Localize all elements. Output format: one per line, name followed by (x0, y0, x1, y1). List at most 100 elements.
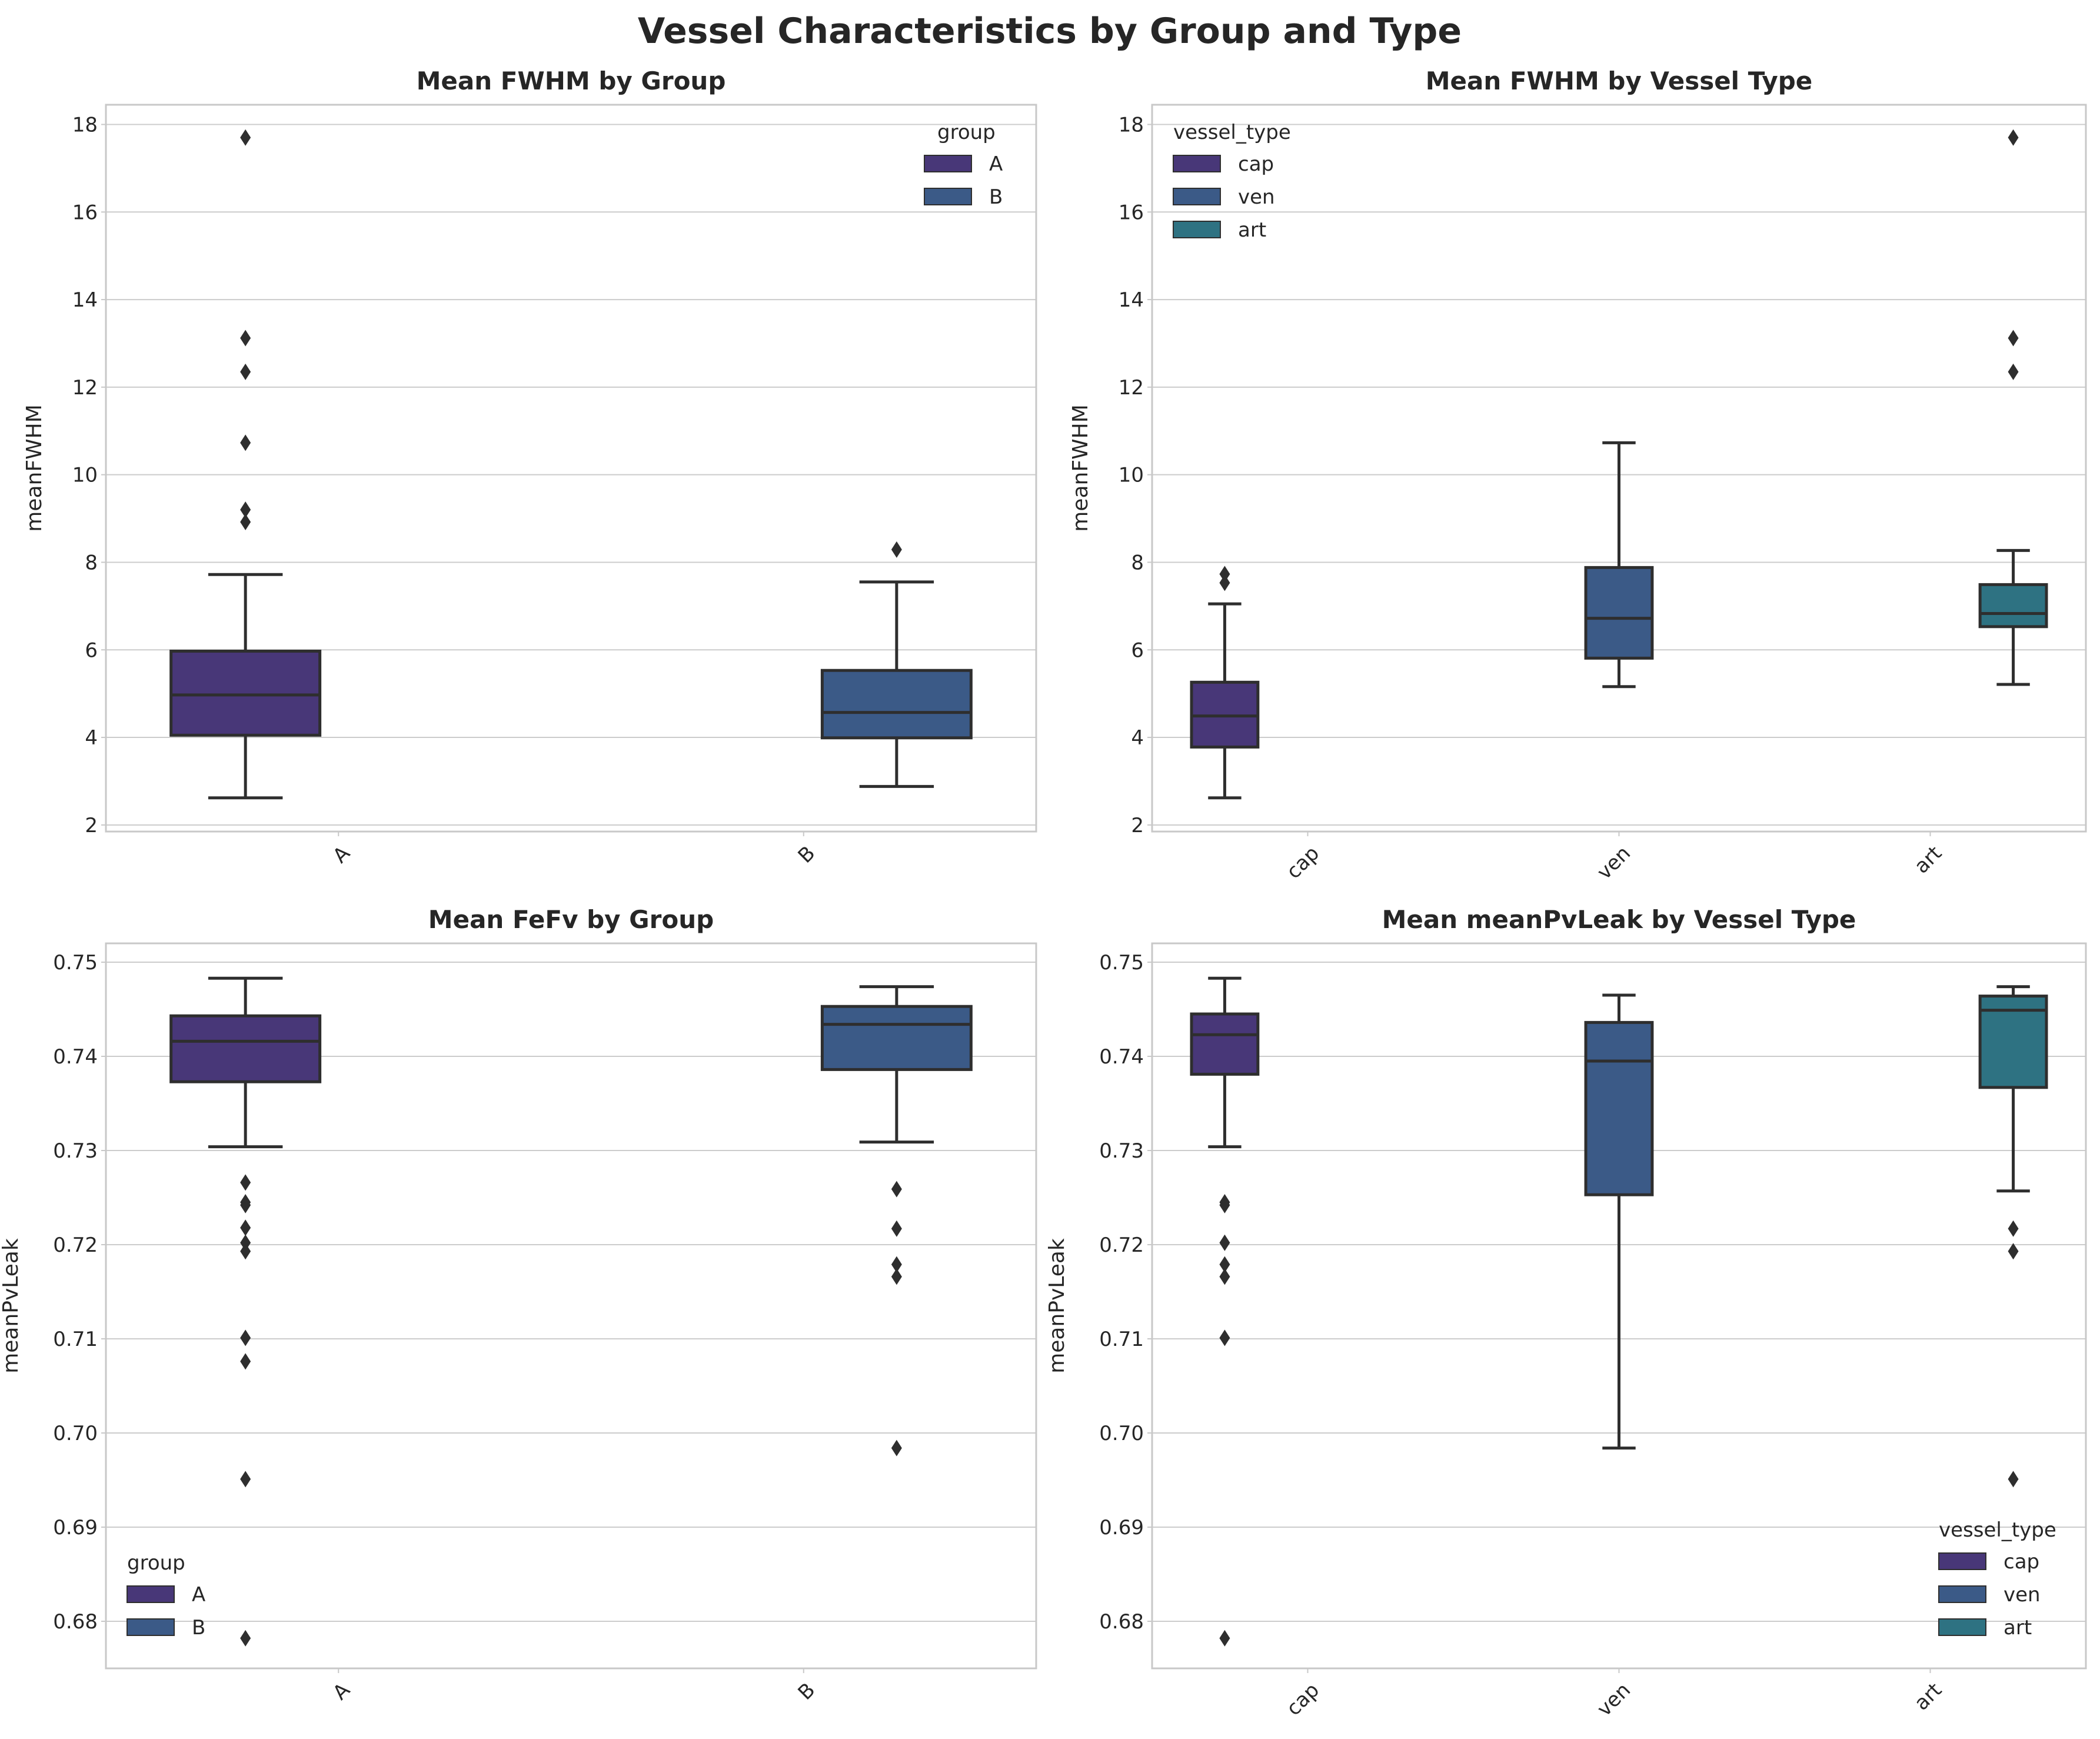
outlier-point (240, 434, 251, 451)
box-iqr (169, 1014, 322, 1083)
box-iqr (1190, 1012, 1260, 1076)
legend-title: vessel_type (1939, 1518, 2056, 1542)
y-tick-label: 0.71 (1099, 1328, 1144, 1351)
box-B (820, 541, 973, 788)
outlier-point (891, 1181, 902, 1198)
legend-label: art (1238, 218, 1266, 242)
legend-title: vessel_type (1173, 121, 1291, 144)
chart-p1: 2 4 6 8 10 12 14 16 18 cap ven art Mean FWHM by Vess… (1069, 66, 2087, 885)
y-tick-label: 0.75 (1099, 951, 1144, 975)
outlier-point (2008, 1471, 2019, 1488)
y-tick-label: 18 (72, 113, 98, 137)
outlier-point (240, 514, 251, 531)
legend-swatch (924, 188, 972, 205)
y-tick-label: 8 (85, 551, 98, 574)
outlier-point (1219, 574, 1230, 591)
y-tick-label: 6 (1131, 639, 1144, 662)
legend-label: A (192, 1583, 205, 1607)
outlier-point (1219, 566, 1230, 583)
y-tick-label: 0.73 (53, 1139, 98, 1163)
y-tick-label: 10 (1119, 464, 1144, 487)
outlier-point (1219, 1268, 1230, 1285)
box-B (820, 985, 973, 1457)
x-tick-label: art (1910, 1678, 1946, 1715)
x-tick-label: B (794, 1678, 820, 1705)
panel-title: Mean FeFv by Group (428, 905, 714, 934)
outlier-point (240, 1219, 251, 1236)
outlier-point (2008, 1220, 2019, 1237)
y-tick-label: 18 (1119, 113, 1144, 137)
legend-label: cap (2004, 1550, 2039, 1574)
outlier-point (240, 129, 251, 146)
box-cap (1190, 566, 1260, 800)
legend-title: group (937, 121, 996, 144)
legend-swatch (1173, 155, 1221, 172)
y-tick-label: 4 (1131, 726, 1144, 750)
box-iqr (1584, 1020, 1654, 1196)
legend-swatch (1173, 188, 1221, 205)
x-tick-label: A (328, 1678, 355, 1705)
legend: group AB (924, 121, 1003, 209)
legend-swatch (1938, 1585, 1986, 1603)
outlier-point (891, 541, 902, 558)
y-tick-label: 0.69 (53, 1516, 98, 1540)
y-tick-label: 12 (72, 376, 98, 400)
y-axis-title: meanPvLeak (1045, 1238, 1069, 1374)
y-tick-label: 4 (85, 726, 98, 750)
box-A (169, 129, 322, 800)
y-tick-label: 14 (72, 288, 98, 312)
outlier-point (240, 1234, 251, 1251)
y-tick-label: 0.71 (53, 1328, 98, 1351)
legend-swatch (924, 155, 972, 172)
x-tick-label: A (328, 842, 355, 868)
box-art (1978, 985, 2048, 1488)
outlier-point (240, 363, 251, 380)
x-tick-label: art (1910, 842, 1946, 878)
y-tick-label: 10 (72, 464, 98, 487)
y-axis-title: meanFWHM (22, 404, 46, 532)
outlier-point (2008, 363, 2019, 380)
y-tick-label: 0.75 (53, 951, 98, 975)
legend-label: ven (2004, 1583, 2041, 1607)
panel-title: Mean FWHM by Vessel Type (1426, 66, 1813, 95)
y-tick-label: 2 (1131, 814, 1144, 837)
outlier-point (2008, 1243, 2019, 1260)
y-tick-label: 8 (1131, 551, 1144, 574)
outlier-point (240, 1196, 251, 1213)
plot-frame (105, 942, 1037, 1670)
y-tick-label: 0.74 (1099, 1045, 1144, 1069)
outlier-point (891, 1256, 902, 1273)
outlier-point (240, 501, 251, 518)
legend-label: art (2004, 1616, 2032, 1640)
outlier-point (240, 1174, 251, 1191)
outlier-point (1219, 1196, 1230, 1213)
box-iqr (1978, 583, 2048, 629)
plot-frame (105, 104, 1037, 833)
box-cap (1190, 976, 1260, 1647)
y-axis-title: meanFWHM (1069, 404, 1093, 532)
outlier-point (2008, 129, 2019, 146)
box-iqr (1584, 566, 1654, 660)
outlier-point (1219, 1329, 1230, 1346)
y-tick-label: 0.68 (1099, 1610, 1144, 1634)
figure-title: Vessel Characteristics by Group and Type (638, 11, 1462, 52)
legend-swatch (1173, 221, 1221, 238)
y-tick-label: 6 (85, 639, 98, 662)
legend-swatch (127, 1585, 175, 1603)
y-tick-label: 14 (1119, 288, 1144, 312)
legend-label: B (989, 185, 1003, 209)
legend-swatch (1938, 1552, 1986, 1570)
y-tick-label: 16 (72, 201, 98, 224)
box-art (1978, 129, 2048, 686)
legend-label: cap (1238, 152, 1274, 176)
panel-title: Mean meanPvLeak by Vessel Type (1382, 905, 1856, 934)
box-ven (1584, 441, 1654, 689)
outlier-point (240, 1471, 251, 1488)
y-tick-label: 0.72 (1099, 1233, 1144, 1257)
box-iqr (169, 649, 322, 737)
outlier-point (240, 330, 251, 347)
outlier-point (240, 1243, 251, 1260)
